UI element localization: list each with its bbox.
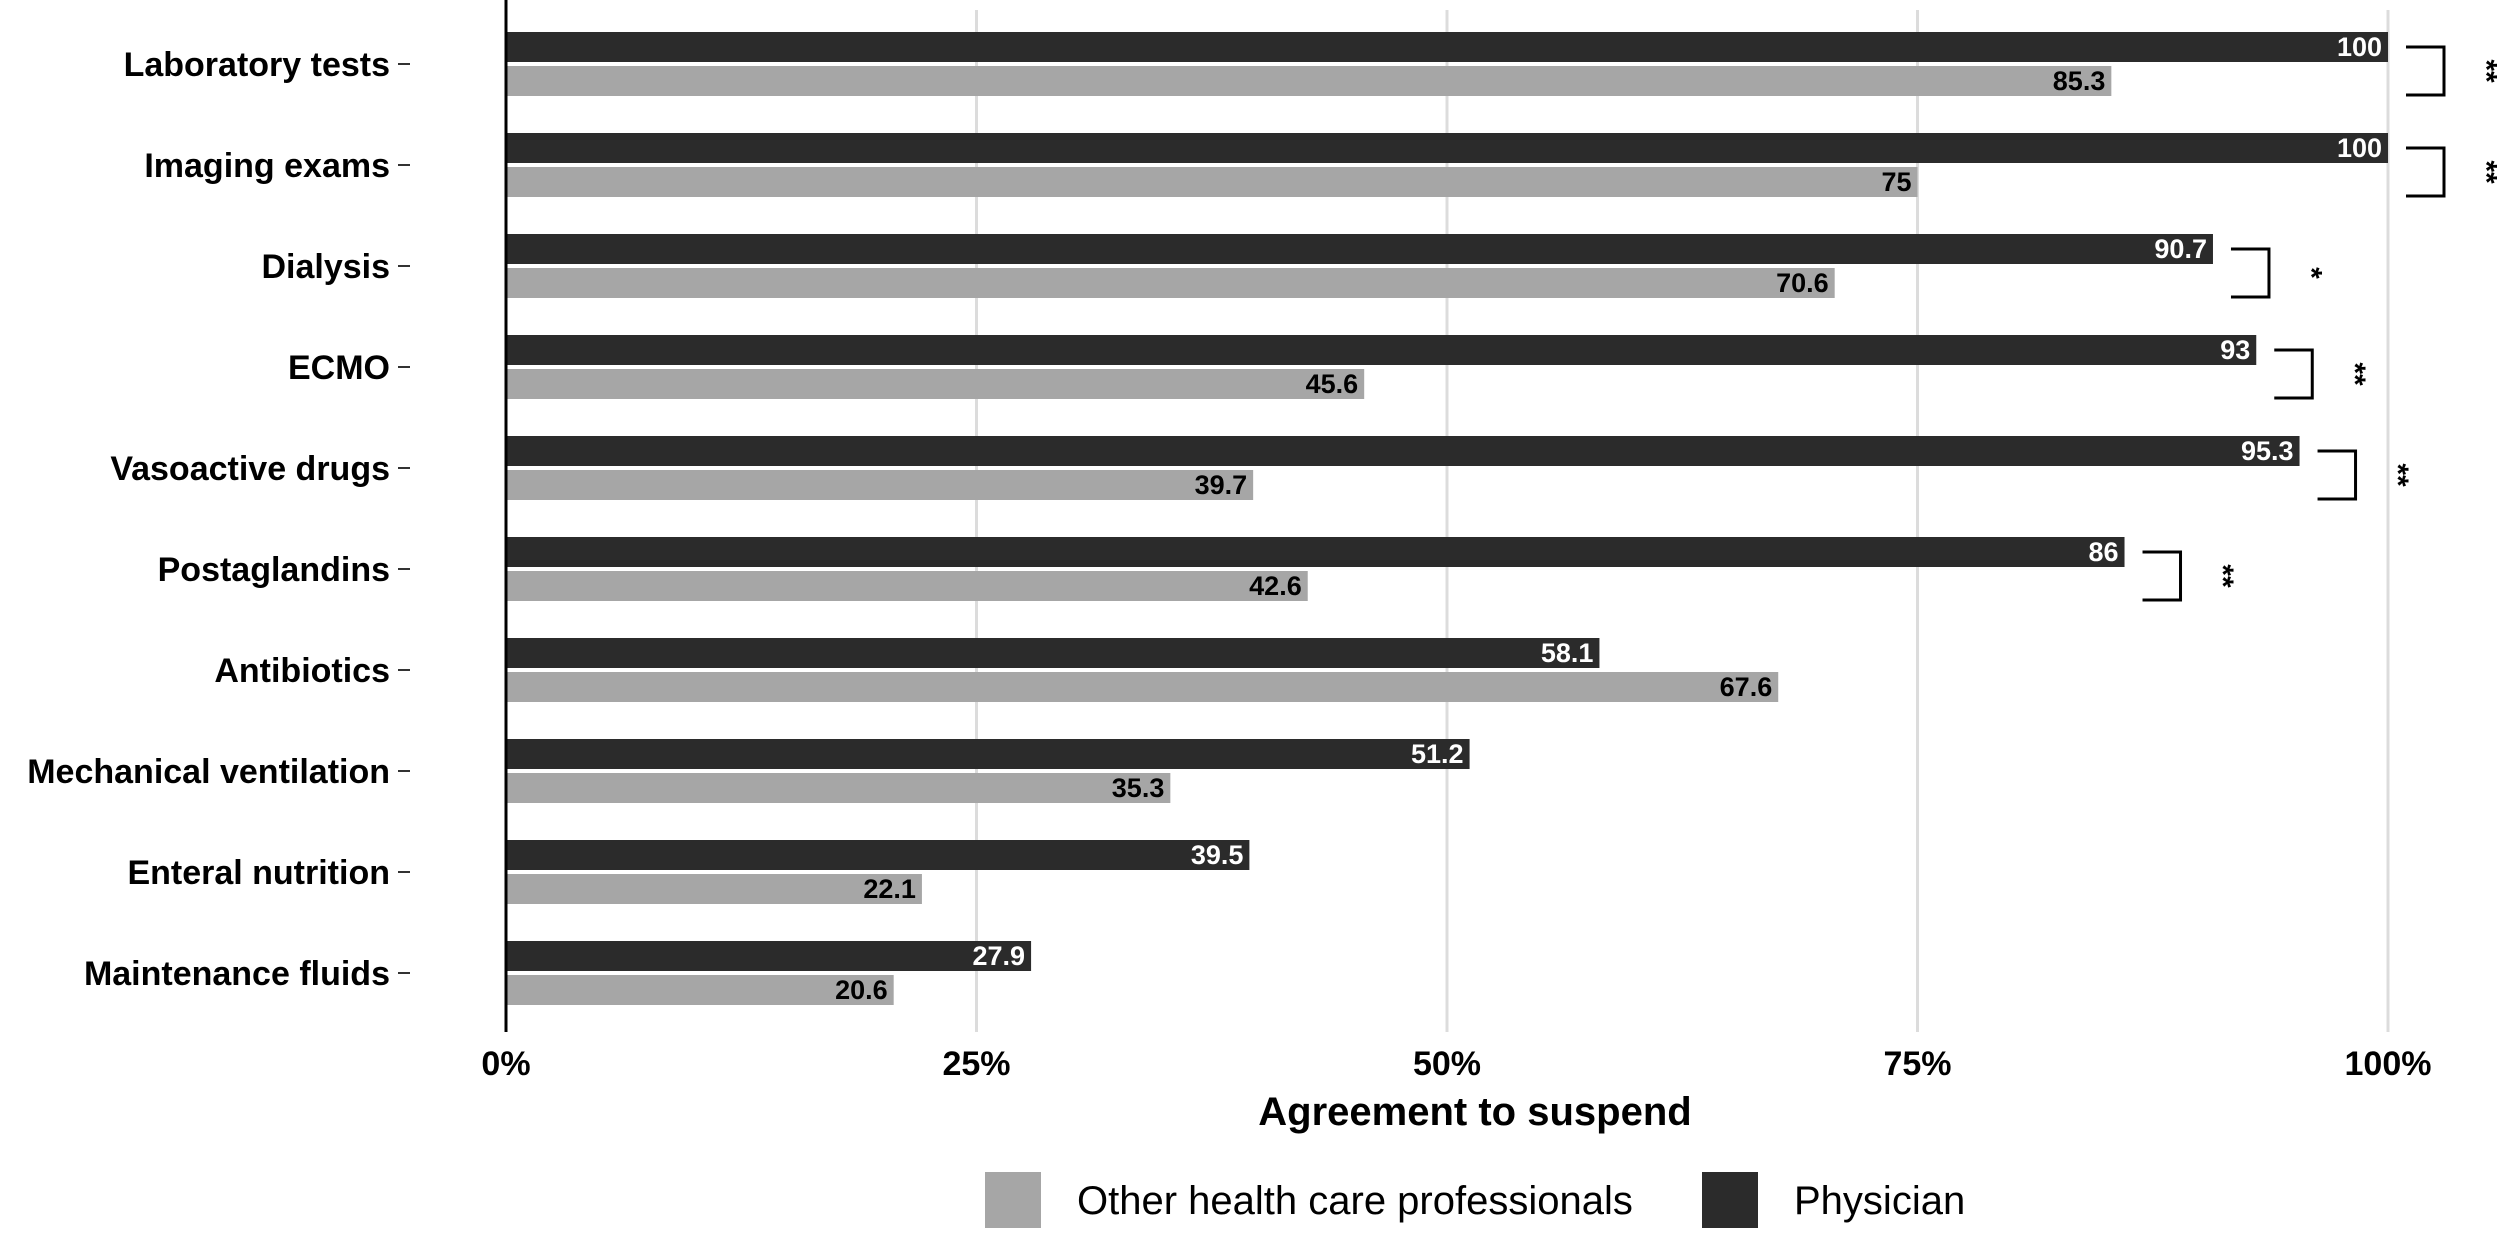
bar-physician bbox=[506, 234, 2213, 264]
category-label: Mechanical ventilation bbox=[27, 753, 390, 791]
x-tick-label: 25% bbox=[942, 1045, 1010, 1083]
bar-value-label: 27.9 bbox=[973, 941, 1026, 971]
bar-value-label: 45.6 bbox=[1306, 369, 1359, 399]
bar-value-label: 86 bbox=[2088, 537, 2118, 567]
bar-value-label: 39.5 bbox=[1191, 840, 1244, 870]
significance-bracket bbox=[2274, 348, 2314, 400]
category-label: Dialysis bbox=[261, 248, 390, 286]
bar-physician bbox=[506, 941, 1032, 971]
category-label: Postaglandins bbox=[158, 551, 390, 589]
bar-physician bbox=[506, 133, 2388, 163]
bar-value-label: 100 bbox=[2337, 32, 2382, 62]
category-label: ECMO bbox=[288, 349, 390, 387]
x-tick-labels: 0% 25% 50% 75% 100% bbox=[481, 1045, 2431, 1083]
significance-marker: ** bbox=[2470, 59, 2500, 83]
bar-value-label: 67.6 bbox=[1720, 672, 1773, 702]
category-label: Imaging exams bbox=[144, 147, 390, 185]
bar-other-professionals bbox=[506, 268, 1835, 298]
bar-value-label: 22.1 bbox=[863, 874, 916, 904]
x-tick-label: 0% bbox=[481, 1045, 530, 1083]
significance-marker: ** bbox=[2206, 564, 2239, 588]
bar-other-professionals bbox=[506, 975, 894, 1005]
bar-value-label: 75 bbox=[1881, 167, 1911, 197]
bar-physician bbox=[506, 537, 2125, 567]
bar-other-professionals bbox=[506, 167, 1918, 197]
significance-marker: ** bbox=[2470, 160, 2500, 184]
bar-physician bbox=[506, 840, 1250, 870]
significance-marker: * bbox=[2294, 267, 2327, 279]
bar-value-label: 70.6 bbox=[1776, 268, 1829, 298]
significance-marker: ** bbox=[2381, 463, 2414, 487]
bar-other-professionals bbox=[506, 470, 1254, 500]
x-tick-label: 75% bbox=[1883, 1045, 1951, 1083]
bar-other-professionals bbox=[506, 874, 922, 904]
bar-value-label: 90.7 bbox=[2154, 234, 2207, 264]
value-labels: 100 85.3 100 75 90.7 70.6 93 45.6 95.3 39.7 86 42.6… bbox=[835, 32, 2382, 1005]
bar-other-professionals bbox=[506, 571, 1308, 601]
bar-value-label: 100 bbox=[2337, 133, 2382, 163]
x-axis-title: Agreement to suspend bbox=[1258, 1090, 1691, 1134]
bars bbox=[506, 32, 2388, 1005]
category-label: Antibiotics bbox=[214, 652, 390, 690]
significance-bracket bbox=[2406, 146, 2446, 198]
bar-value-label: 20.6 bbox=[835, 975, 888, 1005]
legend-swatch bbox=[985, 1172, 1041, 1228]
significance-markers: *********** bbox=[2142, 45, 2500, 602]
legend-label: Other health care professionals bbox=[1077, 1179, 1633, 1223]
x-tick-label: 50% bbox=[1413, 1045, 1481, 1083]
bar-value-label: 85.3 bbox=[2053, 66, 2106, 96]
bar-value-label: 51.2 bbox=[1411, 739, 1464, 769]
category-labels: Laboratory tests Imaging exams Dialysis ECM… bbox=[27, 46, 410, 993]
bar-physician bbox=[506, 32, 2388, 62]
bar-value-label: 42.6 bbox=[1249, 571, 1302, 601]
category-label: Vasoactive drugs bbox=[110, 450, 390, 488]
x-tick-label: 100% bbox=[2345, 1045, 2432, 1083]
legend: Other health care professionals Physician bbox=[985, 1172, 1965, 1228]
bar-physician bbox=[506, 436, 2300, 466]
bar-other-professionals bbox=[506, 773, 1171, 803]
significance-bracket bbox=[2406, 45, 2446, 97]
bar-physician bbox=[506, 638, 1600, 668]
significance-marker: ** bbox=[2338, 362, 2371, 386]
legend-label: Physician bbox=[1794, 1179, 1965, 1223]
legend-swatch bbox=[1702, 1172, 1758, 1228]
bar-physician bbox=[506, 335, 2257, 365]
bar-value-label: 58.1 bbox=[1541, 638, 1594, 668]
bar-other-professionals bbox=[506, 66, 2112, 96]
category-label: Maintenance fluids bbox=[84, 955, 390, 993]
significance-bracket bbox=[2317, 449, 2358, 501]
significance-bracket bbox=[2142, 550, 2183, 602]
bar-other-professionals bbox=[506, 672, 1779, 702]
significance-bracket bbox=[2230, 247, 2271, 299]
category-label: Laboratory tests bbox=[124, 46, 390, 84]
bar-other-professionals bbox=[506, 369, 1365, 399]
bar-value-label: 35.3 bbox=[1112, 773, 1165, 803]
bar-value-label: 95.3 bbox=[2241, 436, 2294, 466]
bar-physician bbox=[506, 739, 1470, 769]
bar-value-label: 93 bbox=[2220, 335, 2250, 365]
category-label: Enteral nutrition bbox=[127, 854, 390, 892]
bar-value-label: 39.7 bbox=[1195, 470, 1248, 500]
grid-lines bbox=[975, 10, 2390, 1032]
